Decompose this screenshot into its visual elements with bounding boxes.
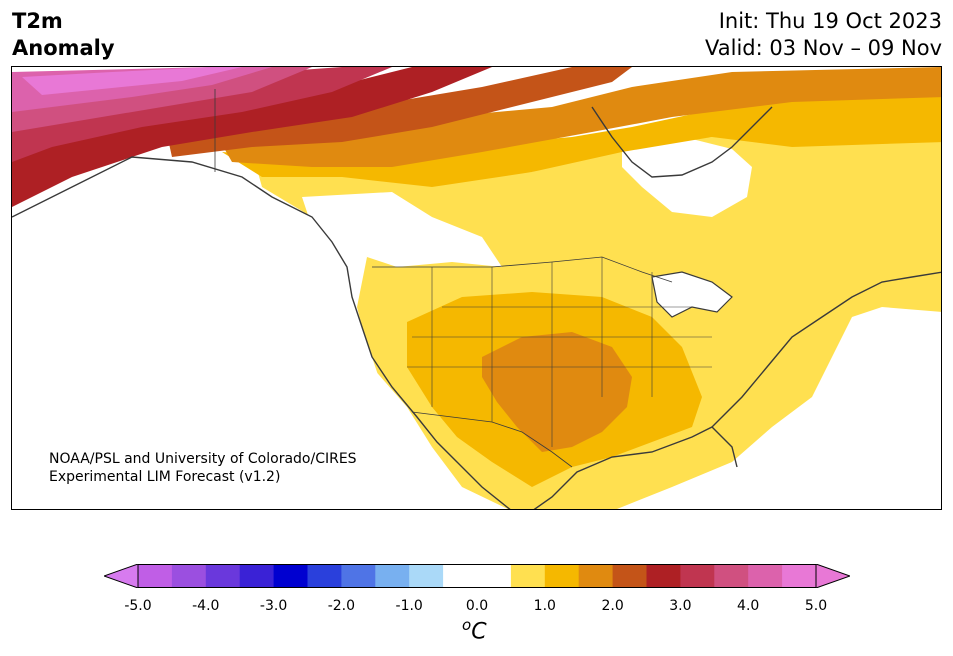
- colorbar-tick-label: 1.0: [533, 598, 556, 614]
- colorbar-cell: [239, 564, 275, 588]
- colorbar-tick-label: -2.0: [327, 598, 356, 614]
- colorbar-cell: [375, 564, 410, 588]
- colorbar-tick-label: 0.0: [465, 598, 489, 614]
- colorbar: [104, 564, 850, 588]
- colorbar-cell: [646, 564, 681, 588]
- colorbar-cell: [341, 564, 376, 588]
- colorbar-cell: [409, 564, 444, 588]
- coastline-hudson: [591, 106, 773, 178]
- colorbar-cell: [748, 564, 783, 588]
- colorbar-cell: [544, 564, 580, 588]
- anomaly-region-level3: [482, 332, 632, 452]
- colorbar-outline: [137, 564, 817, 588]
- anomaly-map: [11, 66, 942, 510]
- colorbar-tick-label: -1.0: [395, 598, 423, 614]
- colorbar-cell: [443, 564, 478, 588]
- credit-line1: NOAA/PSL and University of Colorado/CIRE…: [49, 451, 357, 467]
- coastline-east: [711, 271, 941, 428]
- colorbar-cell: [205, 564, 241, 588]
- anomaly-region-level5: [12, 67, 492, 207]
- credit-line2: Experimental LIM Forecast (v1.2): [49, 469, 281, 485]
- unit-degree: o: [462, 616, 472, 634]
- colorbar-cell: [782, 564, 817, 588]
- forecast-dates: Init: Thu 19 Oct 2023 Valid: 03 Nov – 09…: [705, 8, 942, 62]
- colorbar-cell: [714, 564, 749, 588]
- anomaly-region-level3-north: [212, 67, 941, 167]
- colorbar-cells: [138, 564, 817, 588]
- neutral-region-quebec: [622, 139, 752, 217]
- colorbar-cell: [171, 564, 207, 588]
- colorbar-cell: [307, 564, 342, 588]
- anomaly-region-level9: [22, 67, 242, 95]
- map-svg: [12, 67, 941, 509]
- colorbar-cell: [612, 564, 647, 588]
- colorbar-tick-label: 3.0: [669, 598, 692, 614]
- colorbar-ticks: -5.0 -4.0 -3.0 -2.0 -1.0 0.0 1.0 2.0 3.0 4.0 5.0: [0, 598, 953, 618]
- coastline-gulf: [533, 426, 738, 509]
- init-date: Init: Thu 19 Oct 2023: [718, 9, 942, 33]
- colorbar-tick-label: -5.0: [124, 598, 152, 614]
- coastline-west: [12, 156, 511, 509]
- map-title: T2m Anomaly: [12, 8, 115, 62]
- state-lines: [407, 257, 712, 447]
- anomaly-region-level4: [162, 67, 632, 157]
- colorbar-tick-label: -3.0: [259, 598, 288, 614]
- neutral-region-canada: [302, 192, 502, 267]
- colorbar-unit: oC: [462, 616, 487, 644]
- colorbar-tick-label: 4.0: [737, 598, 760, 614]
- colorbar-extend-high: [815, 564, 850, 588]
- colorbar-cell: [510, 564, 546, 588]
- neutral-region-pacific: [12, 217, 481, 509]
- forecast-credit: NOAA/PSL and University of Colorado/CIRE…: [49, 450, 357, 486]
- colorbar-cell: [477, 564, 512, 588]
- colorbar-tick-label: 2.0: [601, 598, 624, 614]
- colorbar-cell: [680, 564, 715, 588]
- valid-range: Valid: 03 Nov – 09 Nov: [705, 36, 942, 60]
- colorbar-tick-label: 5.0: [804, 598, 828, 614]
- unit-letter: C: [471, 619, 487, 645]
- title-variable: T2m: [12, 9, 63, 33]
- colorbar-extend-low: [104, 564, 139, 588]
- title-anomaly: Anomaly: [12, 36, 115, 60]
- colorbar-cell: [578, 564, 614, 588]
- colorbar-cell: [273, 564, 308, 588]
- border-us-mexico: [411, 411, 573, 468]
- colorbar-cell: [138, 564, 173, 588]
- colorbar-tick-label: -4.0: [192, 598, 220, 614]
